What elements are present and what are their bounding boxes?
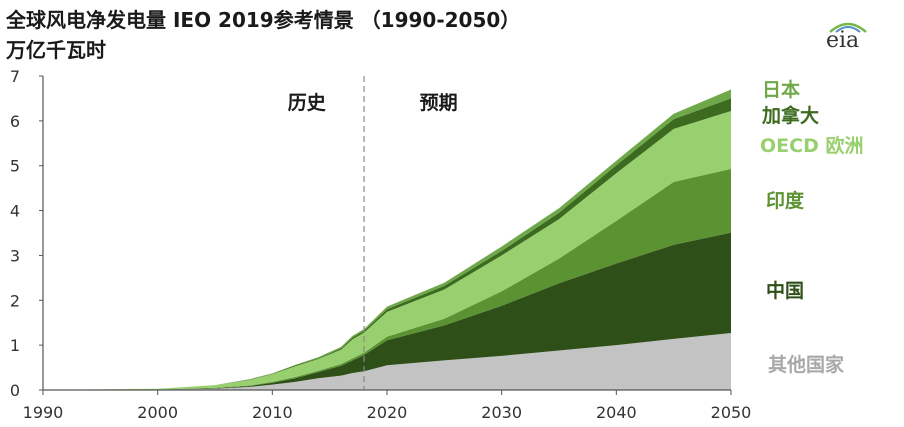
annotation-forecast: 预期 (420, 92, 458, 114)
y-tick-label-1: 1 (10, 336, 20, 355)
area-1 (43, 232, 731, 390)
x-tick-label-1990: 1990 (23, 403, 64, 422)
y-tick-label-6: 6 (10, 112, 20, 131)
legend-other-countries: 其他国家 (768, 354, 845, 376)
legend-india: 印度 (766, 190, 805, 212)
legend-china: 中国 (766, 280, 805, 302)
x-tick-label-2030: 2030 (481, 403, 522, 422)
y-tick-label-3: 3 (10, 246, 20, 265)
area-0 (43, 333, 731, 390)
eia-logo-arc-icon (829, 22, 867, 33)
legend-oecd-europe: OECD 欧洲 (760, 135, 864, 157)
x-tick-label-2020: 2020 (367, 403, 408, 422)
legend-japan: 日本 (762, 79, 801, 101)
chart-subtitle: 万亿千瓦时 (6, 38, 106, 62)
chart-title: 全球风电净发电量 IEO 2019参考情景 （1990-2050） (6, 8, 521, 32)
eia-logo: eia (826, 28, 860, 53)
y-tick-label-4: 4 (10, 202, 20, 221)
area-3 (43, 111, 731, 390)
area-2 (43, 168, 731, 390)
y-tick-label-7: 7 (10, 67, 20, 86)
x-tick-label-2000: 2000 (137, 403, 178, 422)
y-tick-label-5: 5 (10, 157, 20, 176)
y-tick-label-2: 2 (10, 291, 20, 310)
x-tick-label-2010: 2010 (252, 403, 293, 422)
y-tick-label-0: 0 (10, 381, 20, 400)
annotation-history: 历史 (288, 92, 327, 114)
x-tick-label-2040: 2040 (596, 403, 637, 422)
x-tick-label-2050: 2050 (711, 403, 752, 422)
legend-canada: 加拿大 (762, 105, 820, 127)
